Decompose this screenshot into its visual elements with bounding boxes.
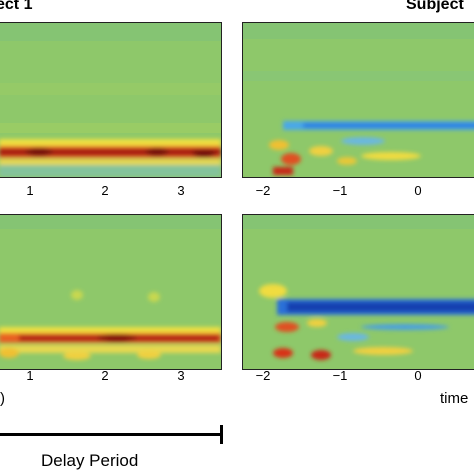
tick-label: 1 [26, 183, 34, 198]
tick-label: 0 [414, 183, 422, 198]
tick-label: 2 [101, 183, 109, 198]
spectrogram-bottom-right [242, 214, 474, 370]
x-axis-label-left: ) [0, 390, 5, 407]
delay-period-label: Delay Period [41, 451, 139, 470]
x-axis-label-right: time [440, 390, 469, 407]
tick-label: 3 [177, 368, 185, 383]
tick-label: −2 [255, 368, 271, 383]
tick-label: 1 [26, 368, 34, 383]
spectrogram-top-right [242, 22, 474, 178]
spectrogram-bottom-left [0, 214, 222, 370]
tick-label: −1 [332, 368, 348, 383]
subject-1-title: ect 1 [0, 0, 33, 13]
tick-label: 3 [177, 183, 185, 198]
tick-label: −2 [255, 183, 271, 198]
subject-2-title: Subject [406, 0, 464, 13]
tick-label: 0 [414, 368, 422, 383]
tick-label: 2 [101, 368, 109, 383]
delay-period-bar [0, 433, 222, 436]
tick-label: −1 [332, 183, 348, 198]
spectrogram-top-left [0, 22, 222, 178]
delay-period-bar-end [220, 425, 223, 444]
